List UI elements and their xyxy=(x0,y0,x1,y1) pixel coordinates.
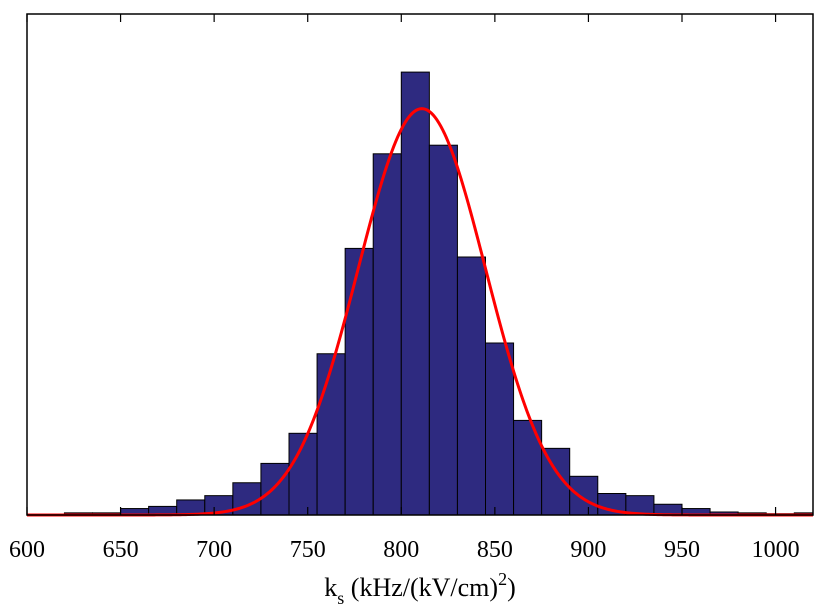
histogram-bars xyxy=(63,71,814,516)
histogram-bar-770 xyxy=(344,247,374,516)
x-tick-label-950: 950 xyxy=(664,537,700,563)
x-tick-label-850: 850 xyxy=(477,537,513,563)
x-tick-labels: 600 650 700 750 800 850 900 950 1000 xyxy=(9,537,800,563)
x-tick-label-750: 750 xyxy=(290,537,326,563)
axes xyxy=(26,13,814,516)
histogram-bar-815 xyxy=(428,144,458,516)
histogram-bar-785 xyxy=(372,153,402,516)
histogram-bar-890 xyxy=(569,475,599,516)
histogram-bar-845 xyxy=(485,342,515,516)
x-tick-label-900: 900 xyxy=(570,537,606,563)
x-tick-label-1000: 1000 xyxy=(752,537,800,563)
x-tick-label-600: 600 xyxy=(9,537,45,563)
histogram-bar-800 xyxy=(400,71,430,516)
plot-frame xyxy=(26,13,814,516)
histogram-bar-725 xyxy=(260,462,290,516)
x-axis-label: ks (kHz/(kV/cm)2) xyxy=(324,569,515,608)
x-tick-label-800: 800 xyxy=(383,537,419,563)
histogram-bar-755 xyxy=(316,353,346,516)
x-tick-label-700: 700 xyxy=(196,537,232,563)
histogram-bar-830 xyxy=(456,256,486,516)
x-tick-label-650: 650 xyxy=(103,537,139,563)
